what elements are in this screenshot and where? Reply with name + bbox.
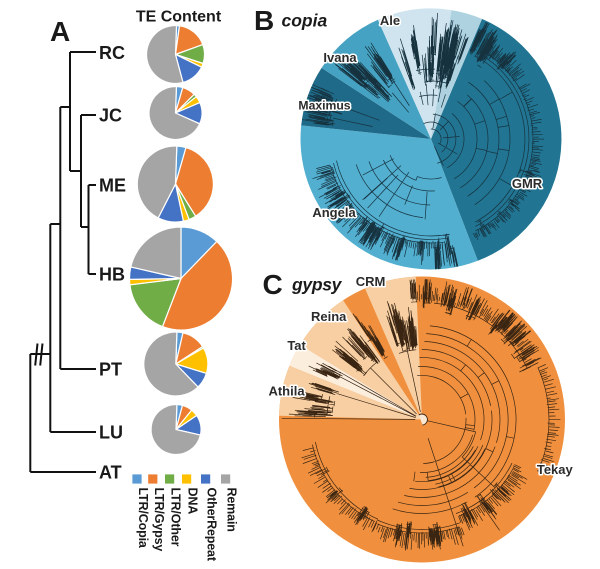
svg-text:LU: LU	[99, 423, 123, 443]
svg-text:TE Content: TE Content	[136, 9, 222, 26]
svg-text:RC: RC	[99, 43, 125, 63]
svg-text:Athila: Athila	[268, 384, 305, 399]
svg-text:AT: AT	[99, 463, 122, 483]
svg-text:Tat: Tat	[287, 338, 306, 353]
svg-text:copia: copia	[282, 11, 328, 31]
svg-text:Ale: Ale	[380, 13, 400, 28]
svg-text:LTR/Gypsy: LTR/Gypsy	[152, 488, 166, 552]
svg-text:JC: JC	[99, 106, 122, 126]
svg-text:Angela: Angela	[312, 205, 356, 220]
svg-text:A: A	[50, 16, 70, 47]
svg-text:C: C	[263, 269, 283, 300]
svg-text:Reina: Reina	[311, 309, 347, 324]
svg-text:OtherRepeat: OtherRepeat	[205, 488, 219, 562]
svg-text:B: B	[254, 5, 274, 36]
svg-text:Remain: Remain	[225, 488, 239, 532]
svg-text:PT: PT	[99, 360, 122, 380]
svg-text:Tekay: Tekay	[537, 462, 574, 477]
svg-text:Ivana: Ivana	[323, 50, 357, 65]
svg-text:LTR/Other: LTR/Other	[169, 488, 183, 547]
svg-text:LTR/Copia: LTR/Copia	[136, 488, 150, 549]
svg-text:DNA: DNA	[186, 488, 200, 515]
svg-text:gypsy: gypsy	[291, 275, 343, 295]
svg-text:Maximus: Maximus	[298, 99, 350, 113]
svg-text:GMR: GMR	[512, 176, 543, 191]
svg-text:CRM: CRM	[356, 274, 386, 289]
svg-text:HB: HB	[99, 265, 125, 285]
svg-text:ME: ME	[99, 176, 126, 196]
